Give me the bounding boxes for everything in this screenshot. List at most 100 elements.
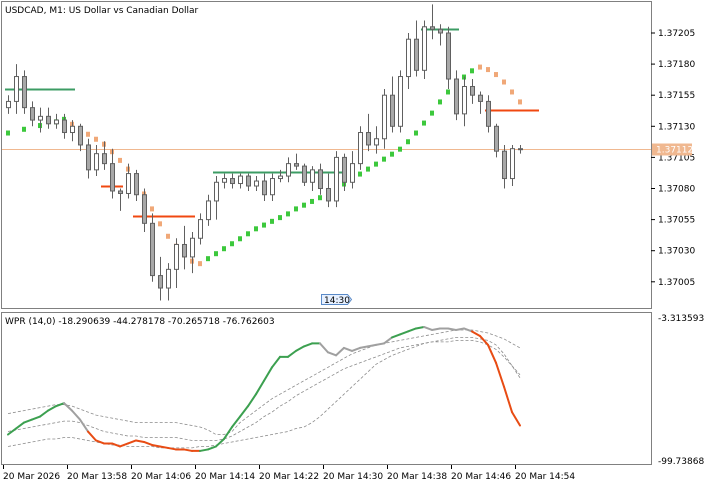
sar-point	[198, 261, 202, 267]
wpr-band	[7, 329, 521, 435]
candle-body	[126, 173, 131, 194]
candle-body	[118, 190, 123, 194]
candle-body	[86, 144, 91, 171]
wpr-segment	[263, 366, 273, 382]
candle-body	[398, 76, 403, 127]
sar-point	[238, 236, 242, 242]
time-tick-label: 20 Mar 2026	[3, 472, 60, 482]
candle	[22, 70, 27, 114]
wpr-segment	[63, 402, 73, 412]
candle	[214, 176, 219, 220]
candle-body	[358, 132, 363, 165]
candle-body	[278, 175, 283, 180]
candle	[14, 64, 19, 114]
candle-body	[430, 26, 435, 30]
price-tick-label: 1.37180	[658, 60, 695, 70]
wpr-segment	[31, 415, 41, 421]
candle	[70, 120, 75, 142]
time-marker-badge: 14:30	[321, 294, 353, 306]
wpr-segment	[455, 327, 465, 331]
candle	[334, 151, 339, 208]
candle-body	[494, 125, 499, 152]
candle	[470, 79, 475, 104]
sar-point	[294, 206, 298, 212]
candle	[78, 123, 83, 152]
wpr-segment	[479, 334, 489, 346]
wpr-segment	[159, 445, 169, 449]
candle-body	[206, 200, 211, 221]
candle	[422, 20, 427, 80]
candle	[502, 144, 507, 189]
sar-point	[214, 251, 218, 257]
sar-point	[318, 195, 322, 201]
sar-point	[246, 231, 250, 237]
candle-body	[110, 163, 115, 192]
candle	[230, 173, 235, 189]
sar-point	[254, 226, 258, 232]
candle-body	[214, 181, 219, 202]
candle	[262, 173, 267, 201]
wpr-segment	[415, 325, 425, 330]
sar-point	[494, 72, 498, 78]
candle	[142, 188, 147, 233]
wpr-segment	[87, 430, 97, 442]
main-chart-frame	[1, 1, 652, 309]
candle	[398, 70, 403, 133]
candle-body	[174, 243, 179, 270]
candle-body	[326, 188, 331, 202]
candle-body	[198, 219, 203, 239]
time-tick-label: 20 Mar 14:22	[259, 472, 319, 482]
candle-body	[382, 94, 387, 140]
candle	[358, 126, 363, 170]
wpr-segment	[23, 418, 33, 424]
candle	[174, 238, 179, 289]
wpr-segment	[79, 418, 89, 433]
wpr-segment	[503, 385, 513, 414]
wpr-segment	[47, 405, 57, 412]
wpr-segment	[119, 442, 129, 448]
candle-body	[518, 148, 523, 151]
candle-body	[374, 138, 379, 146]
wpr-segment	[247, 393, 257, 408]
sar-point	[414, 130, 418, 136]
sar-point	[270, 218, 274, 224]
wpr-segment	[167, 446, 177, 451]
sar-point	[358, 171, 362, 177]
sar-point	[262, 222, 266, 228]
wpr-segment	[95, 439, 105, 445]
candle-body	[454, 78, 459, 115]
sar-point	[278, 215, 282, 221]
candle-body	[302, 165, 307, 183]
sar-point	[222, 246, 226, 252]
wpr-segment	[399, 330, 409, 336]
wpr-segment	[335, 346, 345, 357]
candle-body	[190, 237, 195, 258]
sar-point	[486, 67, 490, 73]
sar-point	[158, 221, 162, 227]
candle-body	[342, 156, 347, 183]
candle	[246, 173, 251, 191]
candle	[238, 173, 243, 189]
wpr-segment	[71, 409, 81, 421]
candle	[478, 91, 483, 114]
candle	[286, 157, 291, 183]
candle	[190, 232, 195, 274]
wpr-segment	[135, 439, 145, 443]
candle	[166, 263, 171, 301]
candle	[350, 151, 355, 189]
wpr-segment	[367, 343, 377, 348]
wpr-line	[7, 325, 521, 452]
current-price-label-bg	[652, 143, 692, 156]
candle	[414, 20, 419, 77]
price-tick-label: 1.37005	[658, 278, 695, 288]
price-tick-label: 1.37030	[658, 247, 695, 257]
candle-body	[54, 119, 59, 125]
candle	[134, 169, 139, 201]
candle-body	[62, 119, 67, 134]
sar-point	[470, 68, 474, 74]
price-tick-label: 1.37130	[658, 122, 695, 132]
wpr-segment	[151, 443, 161, 448]
wpr-segment	[295, 345, 305, 352]
candle	[270, 173, 275, 201]
